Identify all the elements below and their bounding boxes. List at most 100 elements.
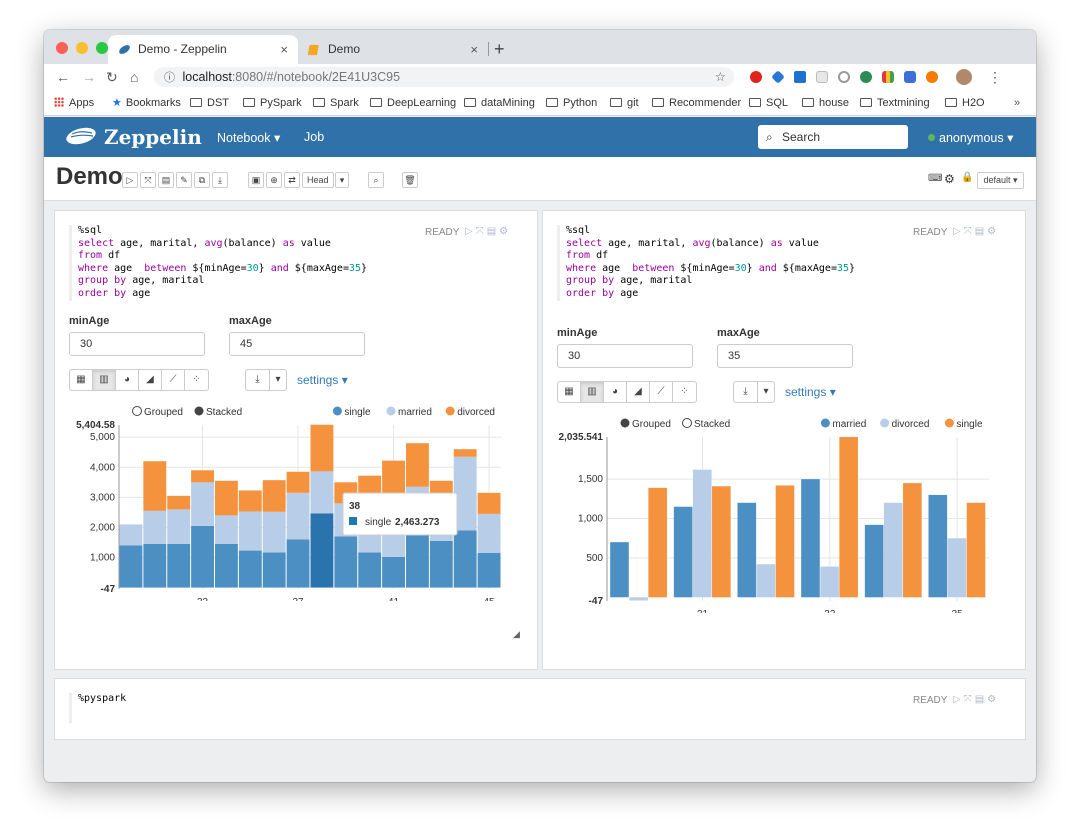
area-chart-icon[interactable]: ◢	[627, 382, 650, 402]
maxage-input[interactable]: 45	[229, 332, 365, 356]
notebook-title[interactable]: Demo	[56, 163, 123, 190]
bar-married-34[interactable]	[215, 515, 238, 544]
bar-single-32[interactable]	[167, 543, 191, 588]
legend-married[interactable]: married	[386, 406, 432, 419]
bar-single-33[interactable]	[839, 437, 858, 598]
bar-single-44[interactable]	[453, 530, 477, 588]
maxage-input[interactable]: 35	[717, 344, 853, 368]
trash-icon[interactable]: 🗑	[402, 172, 418, 188]
bar-single-35[interactable]	[238, 550, 262, 588]
legend-single[interactable]: single	[944, 418, 983, 431]
chart-settings-toggle[interactable]: settings ▾	[785, 385, 836, 399]
bar-married-35[interactable]	[238, 511, 262, 551]
bar-divorced-42[interactable]	[406, 443, 429, 487]
bar-single-33[interactable]	[191, 525, 214, 588]
legend-married[interactable]: married	[820, 418, 866, 431]
bar-single-32[interactable]	[775, 485, 795, 598]
hide-editor-icon[interactable]: ⤧	[963, 694, 975, 705]
paragraph-controls[interactable]: ▷⤧▤⚙	[953, 694, 999, 705]
download-dropdown-icon[interactable]: ▾	[275, 374, 281, 385]
green-extension-icon[interactable]	[860, 71, 872, 83]
bookmark-dst[interactable]: DST	[190, 97, 229, 110]
close-tab-icon[interactable]: ×	[470, 42, 478, 57]
job-menu[interactable]: Job	[304, 130, 325, 144]
more-menu-icon[interactable]: ⋮	[988, 69, 1002, 85]
interpreter-binding-button[interactable]: default ▾	[977, 172, 1024, 189]
url-bar[interactable]: ⓘ localhost:8080/#/notebook/2E41U3C95 ☆	[154, 67, 734, 87]
paragraph-controls[interactable]: ▷⤧▤⚙	[953, 226, 999, 237]
bar-married-36[interactable]	[262, 511, 286, 553]
bar-married-30[interactable]	[610, 542, 629, 598]
bar-chart-icon[interactable]: ▥	[93, 370, 116, 390]
maximize-window-icon[interactable]	[96, 42, 108, 54]
bar-divorced-33[interactable]	[820, 566, 839, 598]
minimize-window-icon[interactable]	[76, 42, 88, 54]
radio-grouped[interactable]: Grouped	[132, 406, 183, 419]
settings-gear-icon[interactable]: ⚙	[944, 172, 955, 186]
bar-married-32[interactable]	[737, 502, 757, 598]
hide-output-icon[interactable]: ▤	[974, 226, 988, 237]
bar-divorced-32[interactable]	[167, 495, 191, 510]
bar-divorced-36[interactable]	[262, 480, 286, 512]
home-icon[interactable]: ⌂	[130, 69, 139, 85]
bar-single-38[interactable]	[310, 513, 334, 588]
bookmarks-overflow-button[interactable]: »	[1014, 97, 1021, 109]
bookmark-h2o[interactable]: H2O	[945, 97, 985, 110]
bar-married-30[interactable]	[119, 524, 143, 546]
bar-married-37[interactable]	[286, 492, 310, 540]
browser-tab-demo[interactable]: Demo ×	[298, 35, 488, 64]
area-chart-icon[interactable]: ◢	[139, 370, 162, 390]
bar-married-31[interactable]	[143, 510, 167, 544]
download-icon[interactable]: ⤓	[734, 382, 758, 402]
run-paragraph-icon[interactable]: ▷	[465, 226, 476, 237]
opera-extension-icon[interactable]	[750, 71, 762, 83]
bar-married-45[interactable]	[477, 513, 501, 553]
bar-chart-icon[interactable]: ▥	[581, 382, 604, 402]
download-dropdown-icon[interactable]: ▾	[763, 386, 769, 397]
run-paragraph-icon[interactable]: ▷	[953, 226, 964, 237]
bar-single-37[interactable]	[286, 539, 310, 588]
set-revision-icon[interactable]: ⊕	[266, 172, 282, 188]
browser-tab-zeppelin[interactable]: Demo - Zeppelin ×	[108, 35, 298, 64]
forward-arrow-icon[interactable]: →	[82, 69, 96, 85]
legend-divorced[interactable]: divorced	[880, 418, 929, 431]
bar-married-32[interactable]	[167, 509, 191, 544]
keyboard-shortcut-icon[interactable]: ⌨	[928, 173, 943, 184]
line-chart-icon[interactable]: ⟋	[650, 382, 673, 402]
back-arrow-icon[interactable]: ←	[56, 69, 70, 85]
hide-output-icon[interactable]: ▤	[974, 694, 988, 705]
bar-divorced-35[interactable]	[238, 490, 262, 512]
bookmark-recommender[interactable]: Recommender	[652, 97, 741, 110]
bar-married-35[interactable]	[928, 494, 948, 598]
bar-single-31[interactable]	[143, 543, 167, 588]
dropbox-extension-icon[interactable]	[794, 71, 806, 83]
bar-divorced-31[interactable]	[143, 461, 167, 511]
zeppelin-brand[interactable]: Zeppelin	[104, 125, 202, 149]
radio-grouped[interactable]: Grouped	[620, 418, 671, 431]
close-window-icon[interactable]	[56, 42, 68, 54]
scatter-chart-icon[interactable]: ⁘	[680, 386, 689, 397]
paragraph-settings-icon[interactable]: ⚙	[499, 226, 512, 237]
hide-editor-icon[interactable]: ⤧	[475, 226, 487, 237]
circle-extension-icon[interactable]	[838, 71, 850, 83]
clone-note-icon[interactable]: ⧉	[194, 172, 210, 188]
version-control-icon[interactable]: ▣	[248, 172, 264, 188]
code-editor[interactable]: %sql select age, marital, avg(balance) as…	[557, 225, 855, 301]
bar-divorced-34[interactable]	[215, 480, 238, 516]
scatter-chart-icon[interactable]: ⁘	[192, 374, 201, 385]
new-tab-button[interactable]: +	[494, 39, 505, 59]
bar-single-30[interactable]	[648, 487, 667, 598]
search-input[interactable]: ⌕ Search	[758, 125, 908, 149]
bar-married-31[interactable]	[673, 506, 693, 598]
notebook-menu[interactable]: Notebook ▾	[217, 131, 281, 145]
bar-single-45[interactable]	[477, 552, 501, 588]
radio-stacked[interactable]: Stacked	[682, 418, 731, 431]
chart-settings-toggle[interactable]: settings ▾	[297, 373, 348, 387]
bookmark-house[interactable]: house	[802, 97, 849, 110]
bar-single-43[interactable]	[429, 540, 453, 588]
legend-single[interactable]: single	[332, 406, 371, 419]
bookmark-git[interactable]: git	[610, 97, 639, 110]
code-editor[interactable]: %pyspark	[69, 693, 126, 723]
minage-input[interactable]: 30	[557, 344, 693, 368]
bar-single-34[interactable]	[903, 483, 922, 598]
